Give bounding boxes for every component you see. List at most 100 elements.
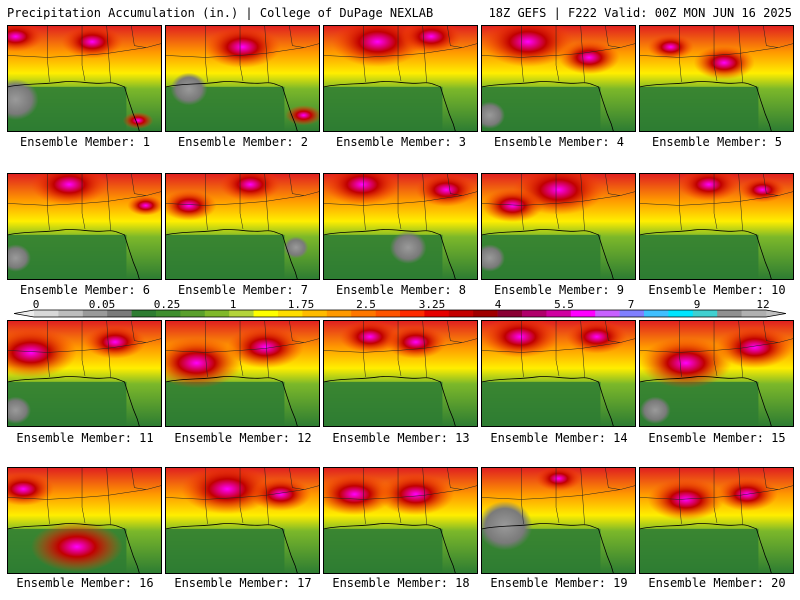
- colorbar-tick-label: 0: [32, 298, 40, 311]
- gulf-water-field: [166, 234, 285, 279]
- ensemble-member-label: Ensemble Member: 15: [648, 431, 786, 445]
- state-border: [640, 485, 793, 500]
- state-border: [8, 338, 161, 353]
- heavy-precip-area: [8, 327, 77, 378]
- state-border: [713, 468, 718, 523]
- ensemble-member-label: Ensemble Member: 16: [16, 576, 154, 590]
- state-border: [324, 338, 477, 353]
- state-border: [447, 26, 463, 48]
- coastline: [8, 81, 140, 131]
- state-border: [363, 468, 366, 524]
- coastline: [324, 376, 456, 426]
- heavy-precip-area: [535, 468, 582, 492]
- precip-map: [482, 321, 635, 426]
- state-border: [422, 468, 427, 525]
- coastline: [8, 523, 140, 573]
- precip-map: [482, 26, 635, 131]
- chart-title: Precipitation Accumulation (in.) | Colle…: [7, 6, 434, 20]
- gulf-water-field: [640, 234, 759, 279]
- low-precip-area: [640, 396, 671, 424]
- colorbar-swatch: [34, 310, 59, 317]
- heavy-precip-area: [482, 321, 559, 358]
- precip-map: [8, 321, 161, 426]
- ensemble-member-label: Ensemble Member: 10: [648, 283, 786, 297]
- heavy-precip-area: [250, 477, 312, 512]
- ensemble-member-label: Ensemble Member: 11: [16, 431, 154, 445]
- low-precip-area: [283, 236, 309, 259]
- state-border: [738, 174, 743, 231]
- precip-map: [640, 468, 793, 573]
- state-border: [106, 468, 111, 525]
- state-border: [81, 321, 86, 376]
- precip-map: [166, 174, 319, 279]
- precip-map-panel: [165, 320, 320, 427]
- coastline: [482, 376, 614, 426]
- low-precip-area: [482, 244, 505, 272]
- heavy-precip-area: [339, 321, 401, 354]
- colorbar-swatch: [82, 310, 108, 317]
- gulf-water-field: [640, 528, 759, 573]
- state-border: [580, 321, 585, 378]
- precip-map: [166, 321, 319, 426]
- colorbar-tick-label: 2.5: [356, 298, 376, 311]
- precip-map-panel: [639, 467, 794, 574]
- ensemble-member-label: Ensemble Member: 4: [493, 135, 625, 149]
- state-border: [738, 321, 743, 378]
- colorbar-swatch: [400, 310, 425, 317]
- heavy-precip-area: [227, 326, 304, 369]
- ensemble-member-label: Ensemble Member: 6: [19, 283, 151, 297]
- heavy-precip-area: [558, 40, 620, 75]
- colorbar-tick-label: 12: [756, 298, 770, 311]
- precip-map-panel: [639, 320, 794, 427]
- gulf-water-field: [324, 86, 443, 131]
- state-border: [640, 338, 793, 353]
- gulf-water-field: [482, 381, 601, 426]
- ensemble-member-label: Ensemble Member: 1: [19, 135, 151, 149]
- coastline: [8, 376, 140, 426]
- state-border: [397, 26, 402, 81]
- heavy-precip-area: [482, 188, 544, 223]
- state-border: [166, 485, 319, 500]
- low-precip-area: [8, 244, 31, 272]
- heavy-precip-area: [716, 326, 793, 369]
- precip-map: [324, 174, 477, 279]
- coastline: [166, 523, 298, 573]
- state-border: [521, 26, 524, 82]
- precip-map: [640, 321, 793, 426]
- coastline: [640, 81, 772, 131]
- state-border: [397, 468, 402, 523]
- state-border: [264, 26, 269, 83]
- state-border: [205, 321, 208, 377]
- state-border: [106, 174, 111, 231]
- precip-map-panel: [165, 173, 320, 280]
- state-border: [580, 26, 585, 83]
- precip-map-panel: [7, 173, 162, 280]
- heavy-precip-area: [181, 468, 274, 515]
- colorbar-tick-label: 7: [627, 298, 635, 311]
- colorbar-swatch: [58, 310, 84, 317]
- precip-map: [8, 174, 161, 279]
- state-border: [521, 468, 524, 524]
- ensemble-member-label: Ensemble Member: 5: [651, 135, 783, 149]
- colorbar-swatch: [229, 310, 254, 317]
- colorbar-swatch: [375, 310, 401, 317]
- colorbar-swatch: [253, 310, 279, 317]
- colorbar-tick-label: 3.25: [418, 298, 446, 311]
- coastline: [482, 229, 614, 279]
- state-border: [482, 485, 635, 500]
- state-border: [763, 26, 779, 48]
- precip-map-panel: [7, 467, 162, 574]
- coastline: [166, 376, 298, 426]
- heavy-precip-area: [324, 473, 393, 516]
- precip-map-panel: [481, 467, 636, 574]
- heavy-precip-area: [122, 112, 154, 129]
- colorbar-swatch: [302, 310, 328, 317]
- colorbar-tick-label: 0.25: [153, 298, 181, 311]
- colorbar-swatch: [522, 310, 547, 317]
- coastline: [324, 229, 456, 279]
- state-border: [422, 321, 427, 378]
- colorbar-swatch: [448, 310, 474, 317]
- precip-map-panel: [639, 173, 794, 280]
- state-border: [81, 26, 86, 81]
- heavy-precip-area: [415, 174, 477, 207]
